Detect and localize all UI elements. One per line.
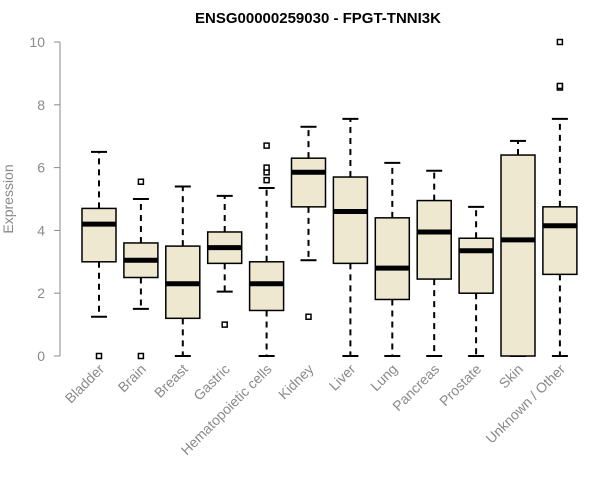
- iqr-box: [81, 207, 117, 263]
- box-breast: [165, 185, 201, 357]
- outlier-point: [137, 178, 145, 185]
- outlier-point: [305, 313, 312, 320]
- outlier-point: [263, 176, 270, 184]
- box-brain: [123, 178, 159, 360]
- box-pancreas: [416, 169, 452, 357]
- box-bladder: [81, 150, 117, 360]
- iqr-box: [290, 157, 327, 208]
- y-tick-label: 10: [29, 34, 45, 50]
- box-hematopoietic-cells: [248, 142, 285, 357]
- outlier-point: [95, 352, 103, 360]
- outlier-point: [263, 142, 270, 149]
- box-lung: [374, 161, 411, 357]
- iqr-box: [374, 217, 411, 301]
- x-tick-label: Pancreas: [389, 361, 442, 414]
- outlier-point: [263, 164, 270, 171]
- box-series: [81, 38, 578, 360]
- iqr-box: [458, 237, 494, 294]
- y-axis-ticks: 0 2 4 6 8 10: [29, 34, 60, 364]
- iqr-box: [542, 206, 578, 276]
- box-kidney: [290, 125, 327, 320]
- box-skin: [500, 139, 536, 357]
- outlier-point: [556, 38, 564, 46]
- x-tick-label: Unknown / Other: [482, 361, 568, 447]
- box-unknown-other: [542, 38, 578, 357]
- y-tick-label: 8: [37, 97, 45, 113]
- iqr-box: [416, 199, 452, 280]
- x-tick-label: Kidney: [275, 361, 317, 403]
- x-tick-label: Brain: [115, 361, 149, 395]
- y-tick-label: 4: [37, 222, 45, 238]
- x-tick-label: Liver: [326, 361, 359, 394]
- chart-title: ENSG00000259030 - FPGT-TNNI3K: [195, 10, 441, 27]
- outlier-point: [137, 352, 145, 360]
- y-tick-label: 6: [37, 160, 45, 176]
- x-tick-label: Lung: [367, 361, 400, 394]
- x-tick-label: Prostate: [436, 361, 484, 409]
- iqr-box: [332, 176, 369, 265]
- box-liver: [332, 117, 369, 357]
- x-tick-label: Breast: [151, 361, 191, 401]
- box-gastric: [206, 194, 243, 328]
- box-prostate: [458, 205, 494, 357]
- y-axis-label: Expression: [0, 164, 16, 233]
- outlier-point: [556, 82, 564, 90]
- y-tick-label: 0: [37, 348, 45, 364]
- x-tick-label: Bladder: [62, 361, 108, 407]
- iqr-box: [500, 154, 536, 357]
- y-tick-label: 2: [37, 285, 45, 301]
- outlier-point: [221, 321, 228, 328]
- x-tick-label: Skin: [496, 361, 527, 392]
